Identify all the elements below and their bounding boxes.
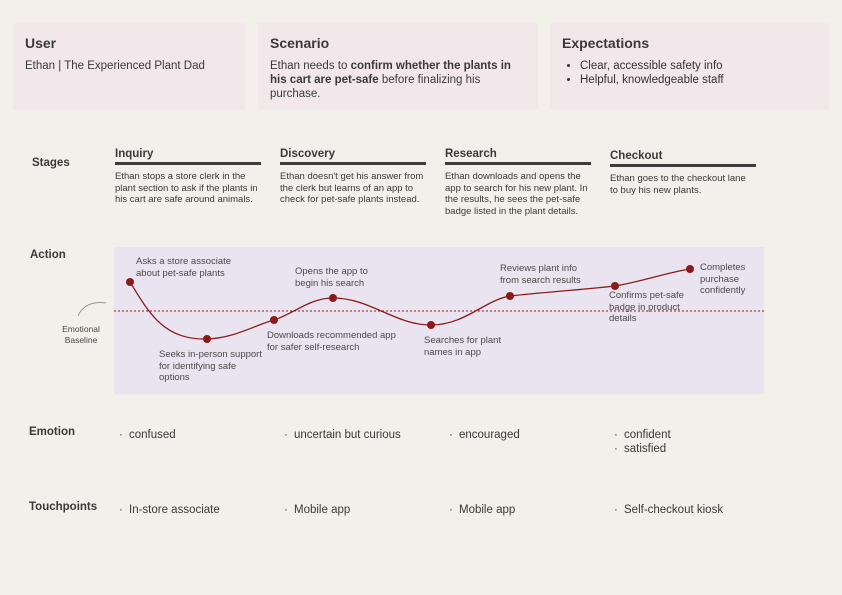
scenario-text: Ethan needs to confirm whether the plant… [270,59,526,101]
action-label: Reviews plant info from search results [500,263,581,286]
action-label: Seeks in-person support for identifying … [159,349,262,383]
emotion-text: confused [129,429,176,441]
emotional-baseline-label: Emotional Baseline [62,324,100,345]
scenario-text-post: before finalizing his purchase. [270,74,481,100]
scenario-text-bold: confirm whether the plants in his cart a… [270,60,511,86]
emotion-text: confident [624,429,671,441]
expectations-list: Clear, accessible safety info Helpful, k… [562,59,817,87]
touchpoint-text: Mobile app [294,504,351,516]
action-label: Completes purchase confidently [700,262,746,296]
scenario-card: Scenario Ethan needs to confirm whether … [258,23,538,110]
action-label: Confirms pet-safe badge in product detai… [609,290,684,324]
emotion-text: satisfied [624,443,667,455]
touchpoint-item: · Mobile app [284,504,351,516]
action-label: Searches for plant names in app [424,335,502,358]
user-card: User Ethan | The Experienced Plant Dad [13,23,245,110]
emotion-item: · encouraged [449,429,520,441]
curve-point [203,335,211,343]
user-title: User [25,35,57,51]
touchpoint-item: · Self-checkout kiosk [614,504,724,516]
stage-checkout: Checkout Ethan goes to the checkout lane… [610,150,756,196]
curve-point [329,294,337,302]
stage-inquiry: Inquiry Ethan stops a store clerk in the… [115,148,261,206]
expectations-card: Expectations Clear, accessible safety in… [550,23,829,110]
row-label-action: Action [30,249,66,261]
emotion-text: encouraged [459,429,520,441]
expectation-item: Helpful, knowledgeable staff [580,73,817,87]
curve-point [126,278,134,286]
curve-point [611,282,619,290]
row-label-emotion: Emotion [29,426,75,438]
touchpoint-item: · Mobile app [449,504,516,516]
baseline-pointer-arrow [77,302,107,317]
stage-description: Ethan downloads and opens the app to sea… [445,171,588,217]
touchpoint-text: Self-checkout kiosk [624,504,724,516]
emotion-item: · satisfied [614,443,667,455]
stage-discovery: Discovery Ethan doesn't get his answer f… [280,148,426,206]
action-label: Opens the app to begin his search [295,266,368,289]
stage-title: Inquiry [115,148,261,165]
emotion-item: · confident [614,429,671,441]
row-label-touchpoints: Touchpoints [29,501,98,513]
user-text: Ethan | The Experienced Plant Dad [25,60,205,72]
expectation-item: Clear, accessible safety info [580,59,817,73]
stage-description: Ethan doesn't get his answer from the cl… [280,171,424,205]
emotion-curve [129,268,691,340]
curve-point [506,292,514,300]
touchpoint-text: In-store associate [129,504,220,516]
stage-title: Checkout [610,150,756,167]
emotion-item: · confused [119,429,176,441]
scenario-title: Scenario [270,35,330,51]
row-label-stages: Stages [32,157,70,169]
scenario-text-pre: Ethan needs to [270,60,351,72]
stage-description: Ethan stops a store clerk in the plant s… [115,171,258,205]
action-area [114,247,764,394]
curve-point [270,316,278,324]
stage-title: Discovery [280,148,426,165]
emotion-text: uncertain but curious [294,429,401,441]
curve-point [427,321,435,329]
action-label: Downloads recommended app for safer self… [267,330,396,353]
stage-title: Research [445,148,591,165]
touchpoint-item: · In-store associate [119,504,220,516]
curve-point [686,265,694,273]
stage-description: Ethan goes to the checkout lane to buy h… [610,173,746,196]
emotion-item: · uncertain but curious [284,429,401,441]
action-label: Asks a store associate about pet-safe pl… [136,256,232,279]
touchpoint-text: Mobile app [459,504,516,516]
expectations-title: Expectations [562,35,650,51]
stage-research: Research Ethan downloads and opens the a… [445,148,591,217]
